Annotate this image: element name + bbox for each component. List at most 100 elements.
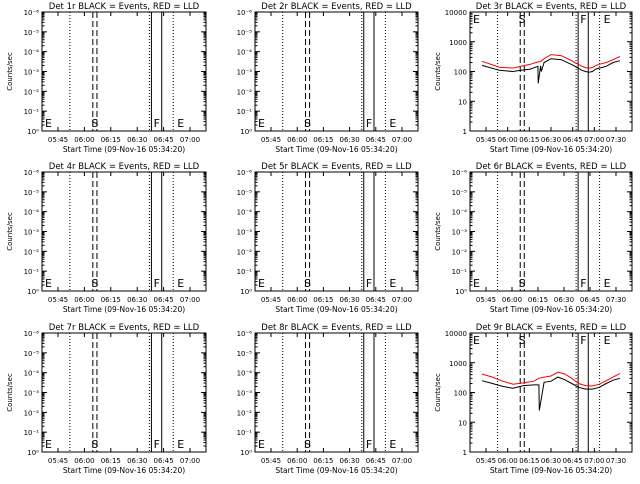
panel-title: Det 9r BLACK = Events, RED = LLD bbox=[476, 323, 627, 333]
y-tick-label: 10⁻⁴ bbox=[24, 370, 40, 378]
y-tick-label: 10⁰ bbox=[240, 128, 252, 136]
x-tick-label: 06:45 bbox=[154, 296, 174, 304]
panel-title: Det 3r BLACK = Events, RED = LLD bbox=[476, 2, 627, 12]
x-tick-label: 07:30 bbox=[606, 136, 626, 144]
x-tick-label: 06:30 bbox=[127, 457, 147, 465]
y-tick-label: 10⁰ bbox=[27, 128, 39, 136]
x-tick-label: 07:00 bbox=[180, 296, 200, 304]
x-tick-label: 07:00 bbox=[584, 136, 604, 144]
y-tick-label: 10⁰ bbox=[27, 288, 39, 296]
x-axis-label: Start Time (09-Nov-16 05:34:20) bbox=[490, 145, 612, 154]
x-axis-label: Start Time (09-Nov-16 05:34:20) bbox=[490, 305, 612, 314]
plot-frame bbox=[469, 332, 633, 453]
x-tick-label: 06:15 bbox=[528, 296, 548, 304]
y-tick-label: 10⁻⁶ bbox=[452, 169, 468, 177]
x-axis-label: Start Time (09-Nov-16 05:34:20) bbox=[275, 305, 397, 314]
x-tick-label: 07:00 bbox=[392, 296, 412, 304]
x-tick-label: 06:30 bbox=[340, 136, 360, 144]
marker-letter-f: F bbox=[366, 117, 372, 130]
marker-letter-f: F bbox=[154, 117, 160, 130]
marker-letter-e: E bbox=[604, 277, 611, 290]
x-tick-label: 06:30 bbox=[127, 136, 147, 144]
plot-frame bbox=[469, 171, 633, 292]
panel-det-9: Det 9r BLACK = Events, RED = LLD 1 10 100 10… bbox=[434, 323, 633, 475]
marker-letter-f: F bbox=[154, 277, 160, 290]
panel-title: Det 4r BLACK = Events, RED = LLD bbox=[49, 162, 200, 172]
marker-letter-e: E bbox=[389, 438, 396, 451]
y-tick-label: 10⁻⁴ bbox=[237, 370, 253, 378]
plot-frame bbox=[41, 171, 207, 292]
marker-letter-f: F bbox=[154, 438, 160, 451]
y-tick-label: 10⁻¹ bbox=[237, 268, 253, 276]
y-tick-label: 10⁻² bbox=[237, 409, 253, 417]
y-tick-label: 1 bbox=[463, 128, 467, 136]
marker-letter-f: F bbox=[580, 334, 586, 347]
marker-letter-e: E bbox=[258, 117, 265, 130]
y-tick-label: 10⁻⁶ bbox=[24, 169, 40, 177]
y-tick-label: 10000 bbox=[445, 9, 467, 17]
panel-det-8: Det 8r BLACK = Events, RED = LLD 10⁰ 10⁻¹ 1… bbox=[237, 323, 419, 475]
marker-letter-s: S bbox=[304, 117, 311, 130]
y-tick-label: 10⁻¹ bbox=[24, 429, 40, 437]
y-tick-label: 10⁻² bbox=[237, 88, 253, 96]
x-tick-label: 05:45 bbox=[261, 296, 281, 304]
lld-rate-line bbox=[481, 371, 621, 387]
y-tick-label: 10⁻³ bbox=[452, 229, 468, 237]
x-tick-label: 06:00 bbox=[498, 457, 518, 465]
marker-letter-e: E bbox=[473, 277, 480, 290]
y-tick-label: 10⁰ bbox=[455, 288, 467, 296]
x-tick-label: 06:15 bbox=[101, 136, 121, 144]
marker-letter-s: S bbox=[91, 438, 98, 451]
x-tick-label: 06:15 bbox=[313, 136, 333, 144]
y-tick-label: 10 bbox=[458, 419, 467, 427]
panel-title: Det 7r BLACK = Events, RED = LLD bbox=[49, 323, 200, 333]
plot-frame bbox=[254, 332, 419, 453]
x-tick-label: 05:45 bbox=[476, 136, 496, 144]
y-tick-label: 10⁻⁵ bbox=[24, 189, 40, 197]
x-tick-label: 06:30 bbox=[340, 457, 360, 465]
x-axis-label: Start Time (09-Nov-16 05:34:20) bbox=[63, 145, 185, 154]
y-axis-label: Counts/sec bbox=[434, 212, 442, 251]
x-tick-label: 06:15 bbox=[101, 296, 121, 304]
x-tick-label: 06:00 bbox=[74, 296, 94, 304]
x-tick-label: 06:45 bbox=[366, 457, 386, 465]
x-tick-label: 07:00 bbox=[180, 136, 200, 144]
x-tick-label: 06:15 bbox=[519, 457, 539, 465]
x-tick-label: 06:45 bbox=[580, 296, 600, 304]
panel-title: Det 8r BLACK = Events, RED = LLD bbox=[261, 323, 412, 333]
y-tick-label: 10⁻¹ bbox=[24, 108, 40, 116]
y-tick-label: 1 bbox=[463, 449, 467, 457]
x-tick-label: 05:45 bbox=[476, 296, 496, 304]
marker-letter-e: E bbox=[604, 334, 611, 347]
y-axis-label: Counts/sec bbox=[6, 52, 14, 91]
plot-frame bbox=[254, 171, 419, 292]
x-tick-label: 06:15 bbox=[101, 457, 121, 465]
y-tick-label: 10⁻³ bbox=[237, 69, 253, 77]
panel-det-2: Det 2r BLACK = Events, RED = LLD 10⁰ 10⁻¹ 1… bbox=[237, 2, 419, 154]
y-tick-label: 10⁻² bbox=[237, 248, 253, 256]
x-tick-label: 06:15 bbox=[313, 296, 333, 304]
marker-letter-e: E bbox=[473, 334, 480, 347]
y-tick-label: 10⁻⁴ bbox=[24, 49, 40, 57]
marker-letter-e: E bbox=[45, 117, 52, 130]
y-tick-label: 10⁻² bbox=[24, 88, 40, 96]
y-tick-label: 10⁻² bbox=[24, 248, 40, 256]
y-tick-label: 10⁻⁵ bbox=[237, 350, 253, 358]
x-tick-label: 06:00 bbox=[287, 457, 307, 465]
marker-letter-s: S bbox=[304, 277, 311, 290]
y-tick-label: 10⁻⁶ bbox=[237, 330, 253, 338]
x-axis-label: Start Time (09-Nov-16 05:34:20) bbox=[63, 305, 185, 314]
x-tick-label: 07:30 bbox=[606, 296, 626, 304]
x-tick-label: 07:00 bbox=[392, 457, 412, 465]
y-tick-label: 10⁻³ bbox=[24, 69, 40, 77]
marker-letter-e: E bbox=[258, 277, 265, 290]
x-tick-label: 06:00 bbox=[74, 136, 94, 144]
x-tick-label: 05:45 bbox=[48, 136, 68, 144]
y-tick-label: 10⁻⁵ bbox=[24, 29, 40, 37]
y-tick-label: 10⁻⁴ bbox=[452, 209, 468, 217]
x-tick-label: 05:45 bbox=[476, 457, 496, 465]
panel-det-1: Det 1r BLACK = Events, RED = LLD 10⁰ 10⁻¹ 1… bbox=[6, 2, 207, 154]
y-tick-label: 10⁻⁶ bbox=[237, 9, 253, 17]
marker-letter-s: S bbox=[91, 277, 98, 290]
panel-det-6: Det 6r BLACK = Events, RED = LLD 10⁰ 10⁻¹ 1… bbox=[434, 162, 633, 314]
